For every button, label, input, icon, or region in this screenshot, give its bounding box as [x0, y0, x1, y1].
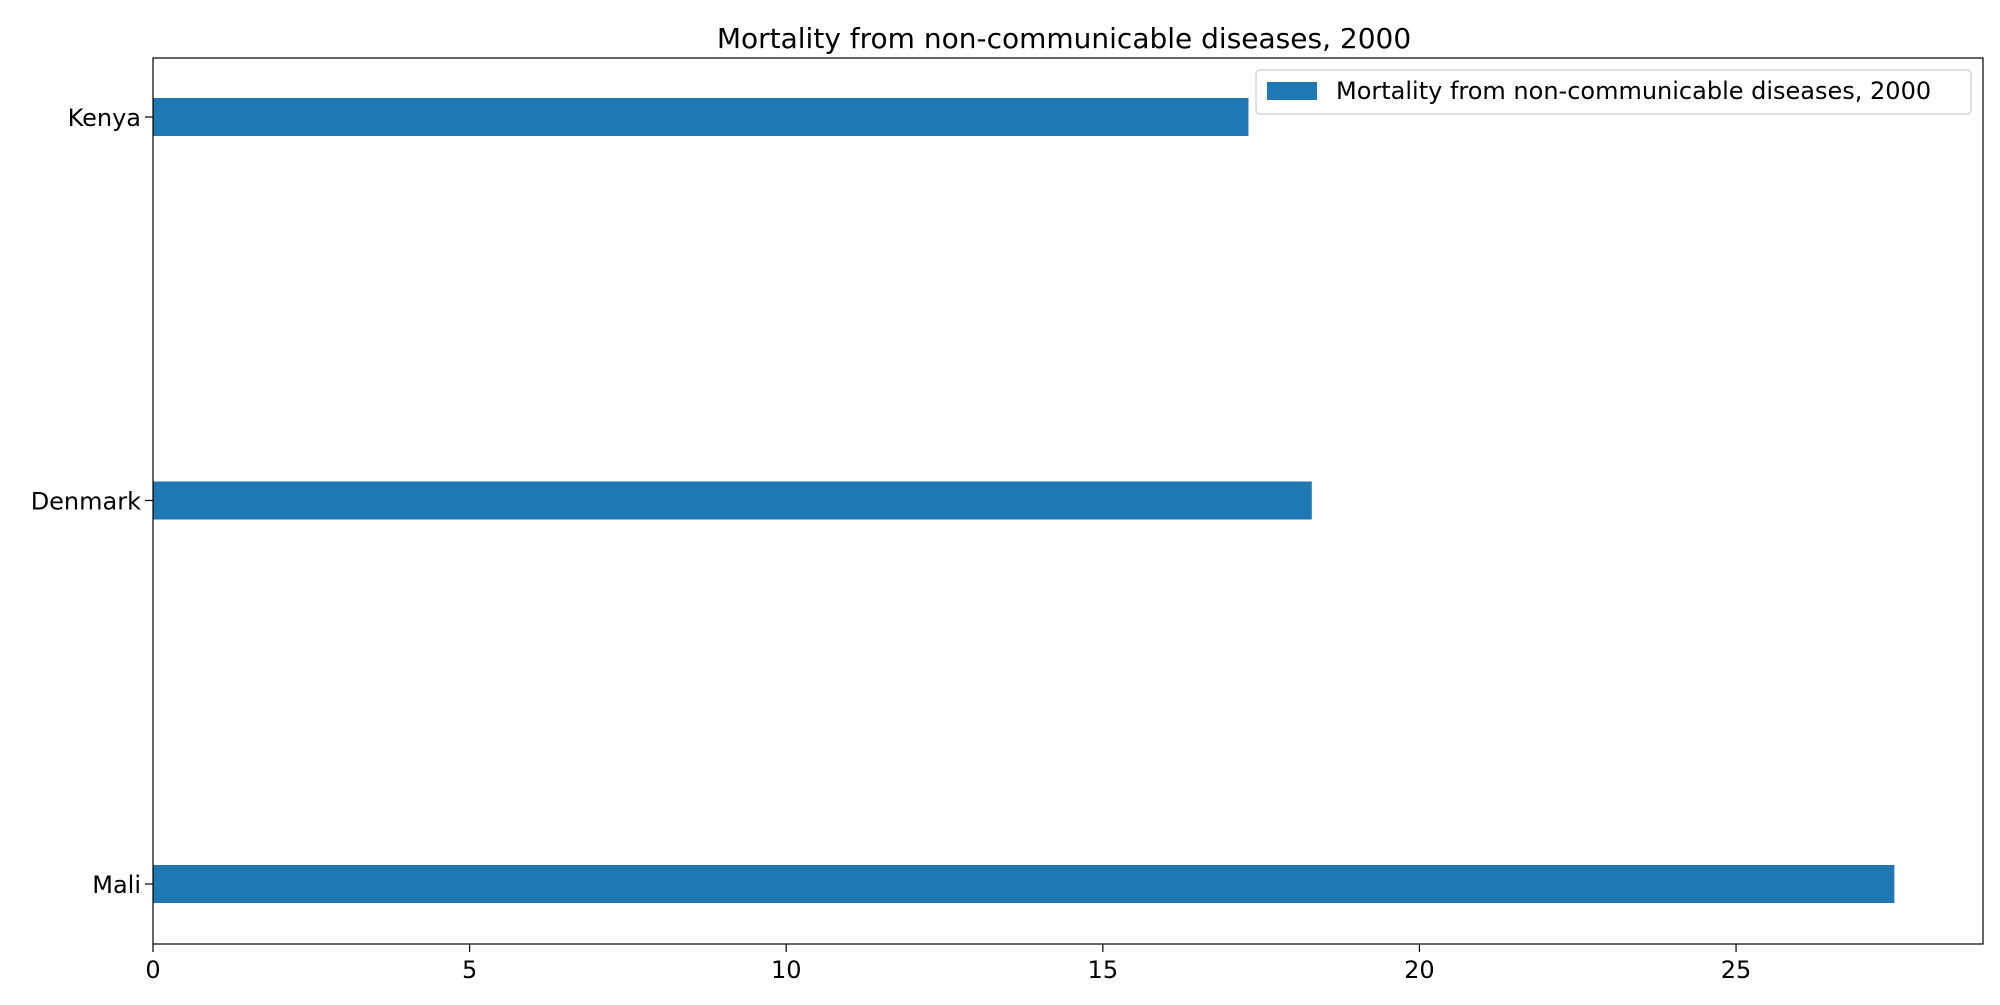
legend-swatch	[1267, 82, 1317, 100]
y-axis: Kenya Denmark Mali	[31, 104, 153, 899]
x-tick-label: 20	[1404, 956, 1435, 984]
y-tick-label: Kenya	[68, 104, 141, 132]
x-tick-label: 25	[1721, 956, 1752, 984]
legend: Mortality from non-communicable diseases…	[1255, 69, 1972, 115]
bar-kenya	[153, 98, 1249, 136]
x-tick-label: 0	[145, 956, 160, 984]
bar-denmark	[153, 481, 1312, 520]
x-tick-label: 5	[462, 956, 477, 984]
x-tick-label: 15	[1088, 956, 1119, 984]
legend-frame	[1255, 69, 1972, 115]
chart-title: Mortality from non-communicable diseases…	[717, 22, 1411, 55]
y-tick-label: Denmark	[31, 488, 141, 516]
plot-area	[153, 98, 1895, 903]
y-tick-label: Mali	[92, 871, 141, 899]
legend-label: Mortality from non-communicable diseases…	[1336, 77, 1931, 105]
x-axis: 0 5 10 15 20 25	[145, 944, 1751, 984]
x-tick-label: 10	[771, 956, 802, 984]
bar-mali	[153, 865, 1895, 903]
